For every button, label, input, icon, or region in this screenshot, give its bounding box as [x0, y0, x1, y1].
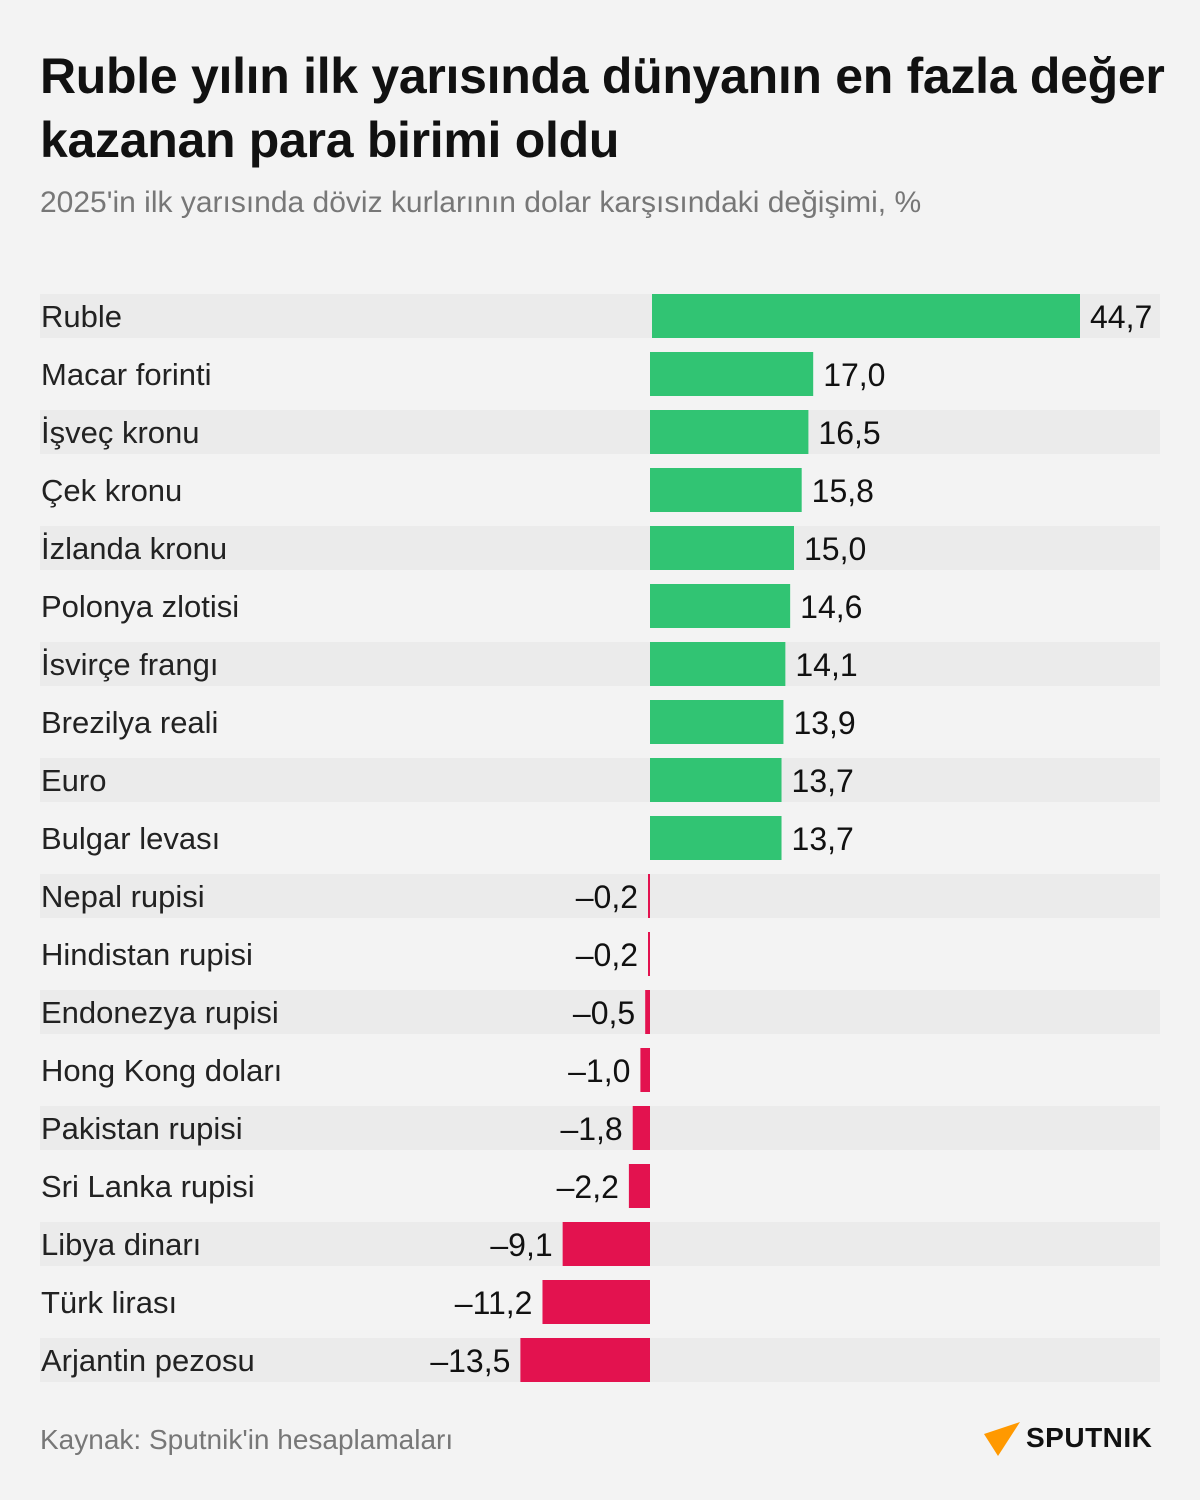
category-label: İsvirçe frangı — [41, 647, 218, 682]
row-band — [40, 758, 1160, 802]
data-label: –11,2 — [455, 1285, 533, 1321]
bar — [650, 526, 794, 570]
category-label: Endonezya rupisi — [41, 995, 279, 1030]
data-label: 15,8 — [812, 473, 874, 509]
bar — [520, 1338, 650, 1382]
data-label: –1,8 — [560, 1111, 622, 1147]
bar-chart: Ruble 44,7 Macar forinti 17,0 İşveç kronu 16,… — [40, 294, 1160, 1382]
data-label: –0,2 — [576, 937, 638, 973]
source-note: Kaynak: Sputnik'in hesaplamaları — [40, 1424, 454, 1455]
category-label: Macar forinti — [41, 357, 212, 392]
data-label: –0,2 — [576, 879, 638, 915]
category-label: Ruble — [41, 299, 122, 334]
bar — [650, 642, 786, 686]
category-label: Türk lirası — [41, 1285, 177, 1320]
chart-subtitle: 2025'in ilk yarısında döviz kurlarının d… — [40, 186, 922, 219]
data-label: –2,2 — [557, 1169, 619, 1205]
category-label: Nepal rupisi — [41, 879, 205, 914]
bar — [650, 700, 784, 744]
row-band — [40, 874, 1160, 918]
row-band — [40, 990, 1160, 1034]
row-band — [40, 526, 1160, 570]
bar — [650, 584, 791, 628]
category-label: İşveç kronu — [41, 415, 200, 450]
chart-title: Ruble yılın ilk yarısında dünyanın en fa… — [40, 48, 1165, 168]
category-label: Pakistan rupisi — [41, 1111, 243, 1146]
category-label: Çek kronu — [41, 473, 182, 508]
data-label: –13,5 — [430, 1343, 510, 1379]
data-label: 14,1 — [795, 647, 857, 683]
data-label: –1,0 — [568, 1053, 630, 1089]
bar — [645, 990, 650, 1034]
bar — [640, 1048, 650, 1092]
data-label: –0,5 — [573, 995, 635, 1031]
bar — [650, 758, 782, 802]
row-band — [40, 410, 1160, 454]
category-label: Hindistan rupisi — [41, 937, 253, 972]
bar — [628, 1164, 650, 1208]
data-label: 16,5 — [818, 415, 880, 451]
category-label: Brezilya reali — [41, 705, 218, 740]
category-label: Euro — [41, 763, 106, 798]
category-label: Arjantin pezosu — [41, 1343, 255, 1378]
data-label: 13,9 — [793, 705, 855, 741]
category-label: İzlanda kronu — [41, 531, 227, 566]
sputnik-logo: SPUTNIK — [982, 1420, 1152, 1456]
bar — [652, 294, 1080, 338]
bar — [650, 352, 814, 396]
bar — [650, 410, 809, 454]
bar — [542, 1280, 650, 1324]
bar — [562, 1222, 650, 1266]
data-label: 13,7 — [792, 763, 854, 799]
row-band — [40, 1106, 1160, 1150]
row-band — [40, 642, 1160, 686]
data-label: 44,7 — [1090, 299, 1152, 335]
category-label: Bulgar levası — [41, 821, 220, 856]
category-label: Libya dinarı — [41, 1227, 201, 1262]
data-label: 17,0 — [823, 357, 885, 393]
bar — [648, 932, 650, 976]
bar — [650, 816, 782, 860]
data-label: 15,0 — [804, 531, 866, 567]
bar — [650, 468, 802, 512]
sputnik-logo-icon — [984, 1422, 1020, 1456]
data-label: –9,1 — [490, 1227, 552, 1263]
category-label: Sri Lanka rupisi — [41, 1169, 255, 1204]
category-label: Hong Kong doları — [41, 1053, 282, 1088]
logo-text: SPUTNIK — [1026, 1422, 1153, 1453]
bar — [632, 1106, 650, 1150]
data-label: 13,7 — [792, 821, 854, 857]
category-label: Polonya zlotisi — [41, 589, 239, 624]
data-label: 14,6 — [800, 589, 862, 625]
bar — [648, 874, 650, 918]
